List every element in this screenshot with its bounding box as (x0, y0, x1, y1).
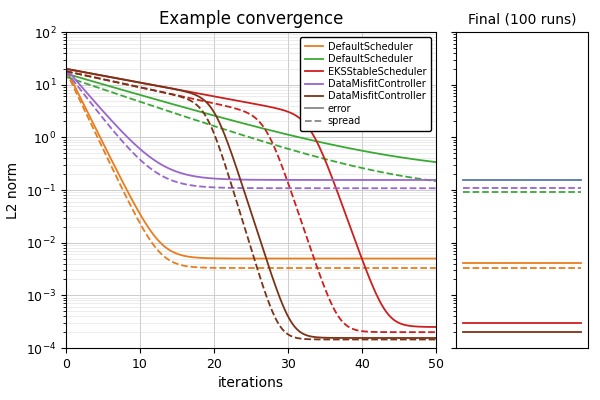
Title: Final (100 runs): Final (100 runs) (468, 13, 576, 27)
Y-axis label: L2 norm: L2 norm (7, 162, 20, 218)
Legend: DefaultScheduler, DefaultScheduler, EKSStableScheduler, DataMisfitController, Da: DefaultScheduler, DefaultScheduler, EKSS… (301, 37, 431, 131)
Title: Example convergence: Example convergence (159, 10, 343, 28)
X-axis label: iterations: iterations (218, 376, 284, 390)
